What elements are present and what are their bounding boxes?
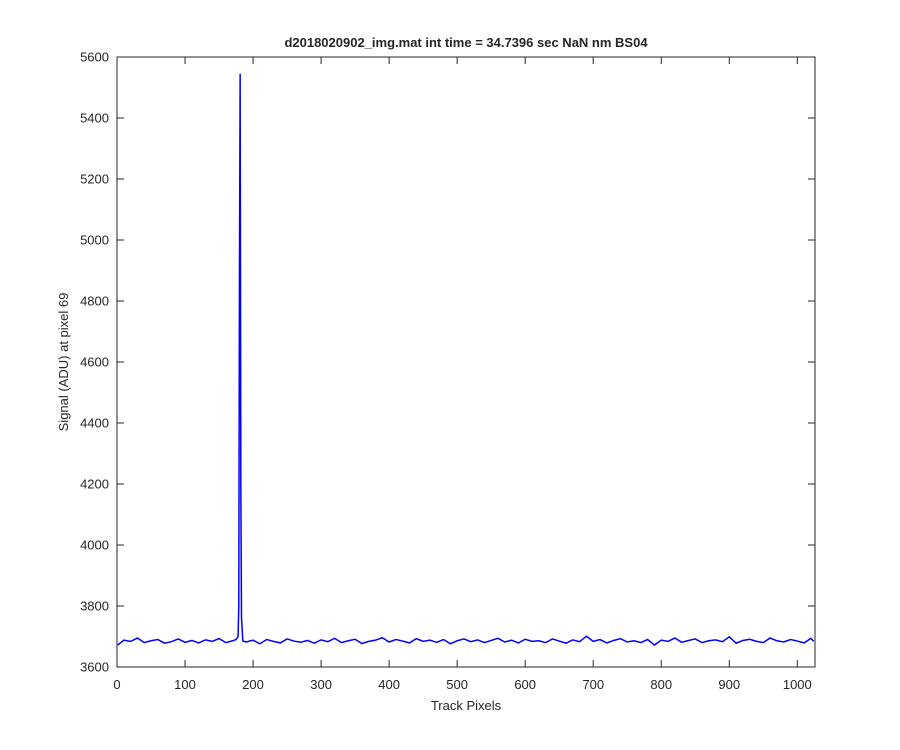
y-tick-label: 4000 (80, 538, 109, 553)
x-tick-label: 300 (310, 677, 332, 692)
y-axis-label: Signal (ADU) at pixel 69 (56, 293, 71, 432)
chart-title: d2018020902_img.mat int time = 34.7396 s… (284, 35, 648, 50)
y-tick-label: 5000 (80, 233, 109, 248)
axes-box (116, 56, 816, 668)
y-tick-label: 3600 (80, 660, 109, 675)
y-tick-label: 3800 (80, 599, 109, 614)
y-tick-label: 4400 (80, 416, 109, 431)
x-axis-label: Track Pixels (431, 698, 502, 713)
x-tick-label: 400 (378, 677, 400, 692)
x-tick-label: 600 (514, 677, 536, 692)
y-tick-label: 4800 (80, 294, 109, 309)
y-tick-label: 5200 (80, 172, 109, 187)
x-tick-label: 700 (582, 677, 604, 692)
x-tick-label: 800 (650, 677, 672, 692)
y-tick-label: 4200 (80, 477, 109, 492)
x-tick-label: 900 (718, 677, 740, 692)
x-tick-label: 200 (242, 677, 264, 692)
y-tick-label: 4600 (80, 355, 109, 370)
x-tick-label: 100 (174, 677, 196, 692)
x-tick-label: 0 (113, 677, 120, 692)
x-tick-label: 1000 (783, 677, 812, 692)
data-line (117, 73, 815, 646)
y-tick-label: 5400 (80, 111, 109, 126)
x-tick-label: 500 (446, 677, 468, 692)
y-tick-label: 5600 (80, 50, 109, 65)
